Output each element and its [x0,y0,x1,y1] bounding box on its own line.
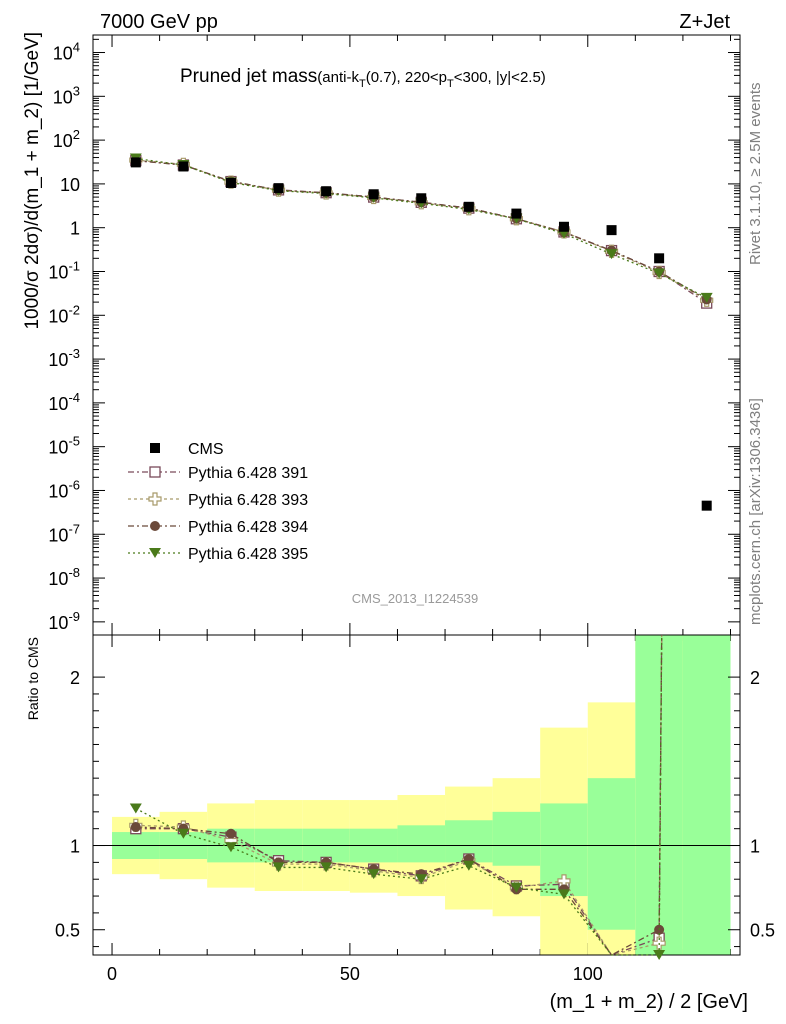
x-tick-label: 0 [107,964,117,984]
y-tick-label: 10-1 [48,258,80,282]
legend-label: Pythia 6.428 395 [188,546,308,563]
ratio-marker [272,862,285,873]
main-frame [92,34,741,636]
x-tick-label: 100 [573,964,603,984]
ratio-marker [367,869,380,880]
data-point [178,161,189,172]
legend-label: Pythia 6.428 393 [188,492,308,509]
data-point [606,225,617,236]
x-axis-label: (m_1 + m_2) / 2 [GeV] [550,991,748,1013]
data-point [511,208,522,219]
ratio-y-axis-label: Ratio to CMS [25,637,41,720]
data-point [368,189,379,200]
data-point [225,177,236,188]
ratio-line-tail [658,634,663,939]
series-marker [653,268,666,279]
ratio-marker [557,889,570,900]
watermark: CMS_2013_I1224539 [352,591,479,606]
series-line [135,157,707,299]
ratio-tick-label: 2 [70,668,80,688]
ratio-tick-label-right: 2 [750,668,760,688]
y-axis-label: 1000/σ 2dσ)/d(m_1 + m_2) [1/GeV] [22,32,43,330]
band-inner [587,778,636,930]
legend-marker [150,521,160,531]
header-left: 7000 GeV pp [100,11,218,33]
data-point [654,253,665,264]
legend-marker [150,443,160,453]
data-point [416,193,427,204]
y-tick-label: 10-9 [48,609,80,633]
ratio-marker [462,860,475,871]
ratio-tick-label-right: 0.5 [750,921,775,941]
data-point [273,183,284,194]
legend-label: Pythia 6.428 391 [188,465,308,482]
band-inner [397,825,446,863]
legend-label: CMS [188,441,224,458]
legend-label: Pythia 6.428 394 [188,519,308,536]
ratio-line-tail [658,634,663,956]
y-tick-label: 10-4 [48,390,80,414]
x-tick-label: 50 [340,964,360,984]
y-tick-label: 10-8 [48,565,80,589]
band-inner [492,811,541,866]
ratio-tick-label-right: 1 [750,837,760,857]
y-tick-label: 10 [60,175,80,195]
legend-marker [149,466,161,478]
y-tick-label: 104 [53,40,80,64]
mcplots-label: mcplots.cern.ch [arXiv:1306.3436] [747,398,764,625]
data-point [558,221,569,232]
data-point [701,500,712,511]
ratio-tick-label: 0.5 [55,921,80,941]
y-tick-label: 10-3 [48,346,80,370]
ratio-marker [510,882,523,893]
y-tick-label: 10-2 [48,302,80,326]
ratio-panel: 0 50 100 0.5 0.5 1 1 2 2 [55,634,775,984]
series-marker [700,292,713,303]
series-marker [605,249,618,260]
ratio-marker [415,874,428,885]
header-right: Z+Jet [679,11,730,33]
data-point [321,186,332,197]
ratio-marker [177,828,190,839]
ratio-marker [225,828,236,839]
ratio-marker [653,950,666,960]
ratio-marker [224,842,237,853]
ratio-marker [129,803,142,814]
ratio-series [129,634,666,960]
y-tick-label: 102 [53,127,80,151]
main-panel: 10410310210110-110-210-310-410-510-610-7… [48,34,741,955]
data-point [463,201,474,212]
ratio-tick-label: 1 [70,837,80,857]
y-tick-label: 1 [70,219,80,239]
y-tick-label: 10-7 [48,521,80,545]
ratio-line [135,807,660,956]
legend-marker [149,548,161,558]
ratio-line [135,826,660,956]
series-line [135,159,708,304]
series-line [135,159,708,301]
rivet-label: Rivet 3.1.10, ≥ 2.5M events [747,83,764,266]
legend: CMS Pythia 6.428 391 Pythia 6.428 393 Pythi… [128,441,308,563]
y-tick-label: 103 [53,83,80,107]
legend-marker [148,492,162,506]
series-line [135,159,708,301]
data-point [130,157,141,168]
y-tick-label: 10-5 [48,434,80,458]
ratio-marker [320,862,333,873]
ratio-line [135,828,660,956]
y-tick-label: 10-6 [48,477,80,501]
ratio-marker [130,822,141,832]
chart-title: Pruned jet mass(anti-kT(0.7), 220<pT<300… [180,66,546,90]
band-inner [682,635,731,955]
